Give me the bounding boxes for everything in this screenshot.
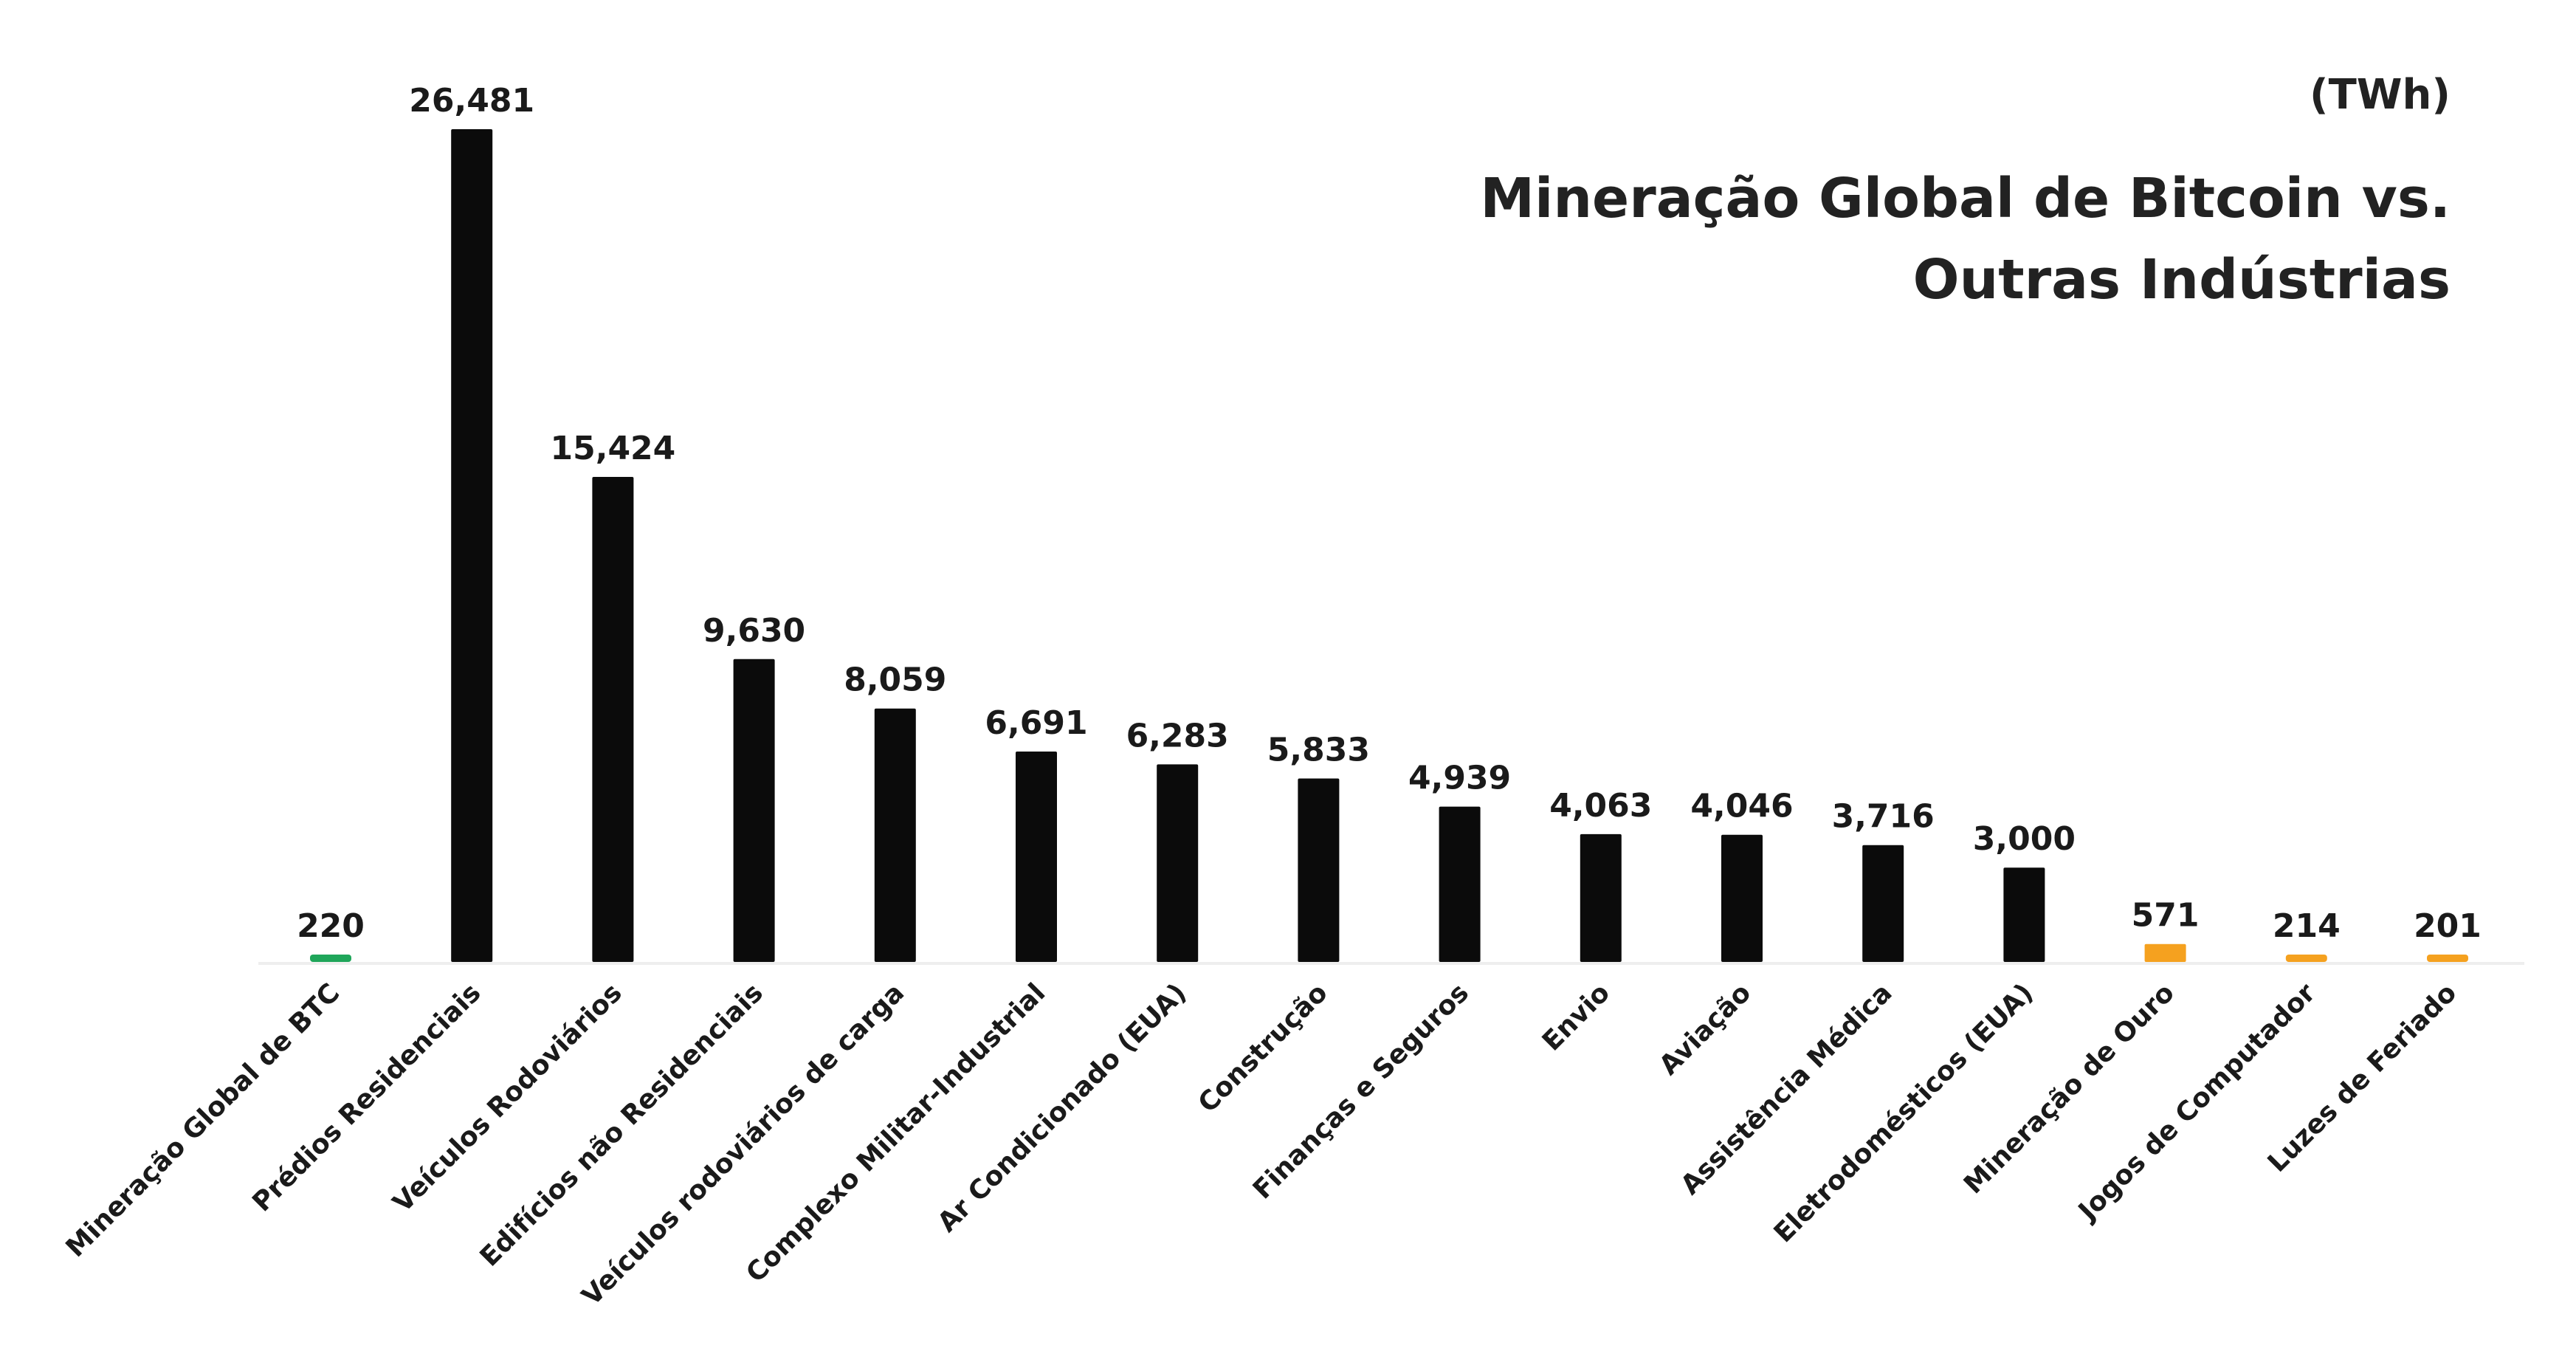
value-label-complexo-militar-industrial: 6,691	[985, 704, 1087, 742]
bar-construcao	[1298, 778, 1340, 962]
bar-predios-residenciais	[451, 129, 493, 962]
bar-ar-condicionado-eua	[1157, 764, 1199, 962]
value-label-construcao: 5,833	[1267, 732, 1370, 769]
bar-luzes-de-feriado	[2427, 955, 2468, 962]
bars-group	[310, 129, 2468, 962]
bar-veiculos-rodoviarios	[592, 477, 634, 962]
category-label-eletrodomesticos-eua: Eletrodomésticos (EUA)	[1769, 977, 2039, 1248]
category-label-aviacao: Aviação	[1653, 977, 1757, 1081]
bar-edificios-nao-residenciais	[733, 659, 775, 962]
value-label-jogos-de-computador: 214	[2273, 907, 2341, 945]
chart-title-line-1: Mineração Global de Bitcoin vs.	[1480, 167, 2451, 230]
category-label-complexo-militar-industrial: Complexo Militar-Industrial	[740, 977, 1051, 1288]
value-label-veiculos-rodoviarios: 15,424	[551, 430, 676, 467]
value-label-assistencia-medica: 3,716	[1832, 798, 1935, 836]
value-label-mineracao-global-de-btc: 220	[297, 907, 365, 945]
bar-aviacao	[1721, 834, 1763, 962]
value-label-financas-e-seguros: 4,939	[1408, 760, 1511, 797]
category-label-veiculos-rodoviarios-de-carga: Veículos rodoviários de carga	[576, 977, 910, 1311]
bar-assistencia-medica	[1862, 845, 1904, 962]
value-label-veiculos-rodoviarios-de-carga: 8,059	[844, 661, 946, 699]
category-label-veiculos-rodoviarios: Veículos Rodoviários	[388, 977, 628, 1218]
bar-mineracao-global-de-btc	[310, 955, 351, 962]
category-label-construcao: Construção	[1193, 977, 1334, 1118]
bar-complexo-militar-industrial	[1016, 752, 1057, 962]
value-label-envio: 4,063	[1549, 787, 1652, 825]
value-label-ar-condicionado-eua: 6,283	[1126, 717, 1229, 754]
bar-financas-e-seguros	[1439, 806, 1481, 962]
bar-jogos-de-computador	[2285, 955, 2327, 962]
category-label-predios-residenciais: Prédios Residenciais	[247, 977, 486, 1217]
category-label-ar-condicionado-eua: Ar Condicionado (EUA)	[932, 977, 1193, 1238]
category-label-edificios-nao-residenciais: Edifícios não Residenciais	[475, 977, 769, 1272]
value-label-edificios-nao-residenciais: 9,630	[703, 612, 805, 650]
bar-mineracao-de-ouro	[2144, 943, 2186, 962]
value-labels-group: 220 26,481 15,424 9,630 8,059 6,691 6,283 5,833…	[297, 82, 2482, 945]
category-label-jogos-de-computador: Jogos de Computador	[2071, 977, 2321, 1228]
value-label-eletrodomesticos-eua: 3,000	[1973, 820, 2076, 858]
bar-veiculos-rodoviarios-de-carga	[874, 708, 916, 962]
value-label-aviacao: 4,046	[1690, 788, 1793, 825]
bar-envio	[1580, 833, 1622, 962]
value-label-mineracao-de-ouro: 571	[2132, 897, 2200, 935]
value-label-luzes-de-feriado: 201	[2414, 907, 2482, 945]
chart-title-line-2: Outras Indústrias	[1912, 248, 2451, 312]
bar-eletrodomesticos-eua	[2003, 867, 2045, 962]
value-label-predios-residenciais: 26,481	[409, 82, 534, 120]
unit-label: (TWh)	[2309, 71, 2451, 119]
category-label-mineracao-global-de-btc: Mineração Global de BTC	[61, 977, 346, 1263]
chart-title: Mineração Global de Bitcoin vs. Outras I…	[1480, 158, 2451, 320]
category-label-envio: Envio	[1537, 977, 1616, 1056]
